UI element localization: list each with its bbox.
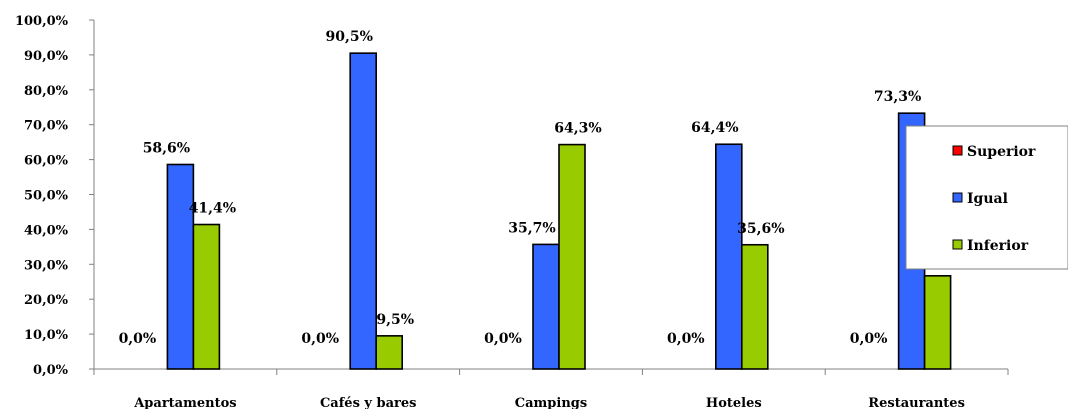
y-tick-label: 90,0% — [24, 49, 69, 64]
y-tick-label: 50,0% — [24, 189, 69, 204]
x-category-label: Apartamentos — [133, 396, 236, 409]
x-category-label: Restaurantes — [868, 396, 965, 409]
value-label-igual: 90,5% — [325, 29, 372, 45]
value-label-inferior: 35,6% — [737, 221, 784, 237]
bar-igual — [532, 243, 560, 370]
y-tick-label: 40,0% — [24, 223, 69, 238]
bar-inferior — [558, 143, 586, 370]
value-label-superior: 0,0% — [850, 331, 888, 347]
value-label-inferior: 41,4% — [189, 201, 236, 217]
y-axis: 0,0% 10,0% 20,0% 30,0% 40,0% 50,0% 60,0% 70,0% 8… — [15, 14, 95, 378]
value-label-igual: 73,3% — [874, 89, 921, 105]
bar-inferior — [192, 223, 221, 370]
value-label-igual: 35,7% — [508, 220, 555, 236]
legend-label-superior: Superior — [967, 144, 1036, 160]
value-label-igual: 64,4% — [691, 120, 738, 136]
bar-inferior — [375, 335, 404, 370]
y-tick-label: 10,0% — [24, 328, 69, 343]
bars — [166, 52, 952, 370]
legend-swatch-igual — [952, 192, 963, 203]
y-tick-label: 30,0% — [24, 258, 69, 273]
y-tick-label: 0,0% — [33, 363, 69, 378]
bar-igual — [166, 163, 195, 370]
value-label-superior: 0,0% — [484, 331, 522, 347]
legend-label-inferior: Inferior — [967, 238, 1029, 254]
y-tick-label: 100,0% — [15, 14, 69, 29]
legend: Superior Igual Inferior — [905, 125, 1068, 270]
legend-item-superior: Superior — [952, 144, 1036, 160]
x-category-label: Campings — [515, 396, 587, 409]
y-tick-label: 80,0% — [24, 84, 69, 99]
legend-label-igual: Igual — [967, 191, 1008, 207]
y-tick-label: 70,0% — [24, 119, 69, 134]
y-tick-label: 20,0% — [24, 293, 69, 308]
value-label-inferior: 64,3% — [554, 121, 601, 137]
bar-inferior — [923, 275, 952, 370]
x-axis: Apartamentos Cafés y bares Campings Hoteles… — [93, 368, 1009, 409]
x-category-label: Cafés y bares — [320, 396, 417, 409]
value-label-superior: 0,0% — [667, 331, 705, 347]
bar-igual — [714, 143, 743, 370]
y-tick-label: 60,0% — [24, 154, 69, 169]
legend-item-inferior: Inferior — [952, 238, 1029, 254]
bar-igual — [349, 52, 378, 370]
legend-swatch-superior — [952, 145, 963, 156]
value-label-superior: 0,0% — [119, 331, 157, 347]
bar-inferior — [740, 243, 769, 370]
value-label-superior: 0,0% — [301, 331, 339, 347]
legend-item-igual: Igual — [952, 191, 1008, 207]
value-label-igual: 58,6% — [143, 140, 190, 156]
legend-box — [905, 125, 1068, 270]
value-label-inferior: 9,5% — [376, 312, 414, 328]
legend-swatch-inferior — [952, 239, 963, 250]
x-category-label: Hoteles — [706, 396, 762, 409]
